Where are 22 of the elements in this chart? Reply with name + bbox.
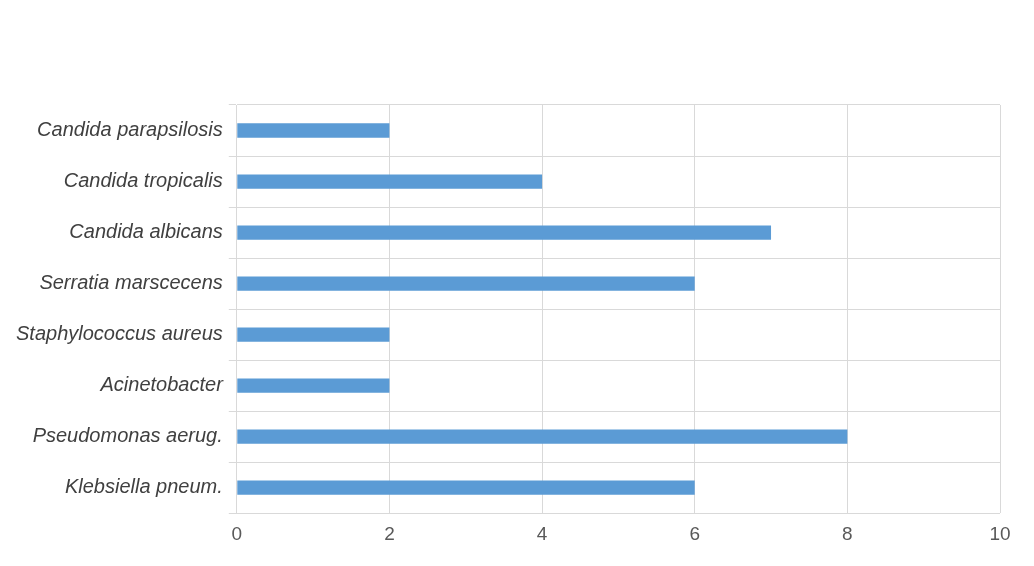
bar: [237, 276, 695, 291]
x-tick-label: 10: [989, 522, 1011, 544]
y-tick-label: Klebsiella pneum.: [64, 475, 223, 498]
x-tick-label: 4: [536, 522, 548, 544]
x-tick-label: 8: [842, 522, 853, 544]
y-tick-label: Staphylococcus aureus: [15, 322, 223, 345]
bar: [237, 123, 390, 138]
y-tick-label: Pseudomonas aerug.: [32, 424, 223, 447]
y-tick-label: Acinetobacter: [99, 373, 225, 396]
x-tick-label: 0: [231, 522, 243, 544]
bar: [237, 480, 695, 495]
y-tick-label: Candida albicans: [69, 220, 223, 243]
y-tick-label: Candida tropicalis: [63, 169, 223, 192]
bar: [237, 225, 772, 240]
bar: [237, 327, 390, 342]
x-tick-label: 2: [384, 522, 395, 544]
y-tick-label: Candida parapsilosis: [37, 118, 223, 141]
bar: [237, 429, 848, 444]
bar: [237, 378, 390, 393]
x-tick-label: 6: [689, 522, 700, 544]
bar: [237, 174, 543, 189]
y-tick-label: Serratia marscecens: [39, 271, 223, 294]
